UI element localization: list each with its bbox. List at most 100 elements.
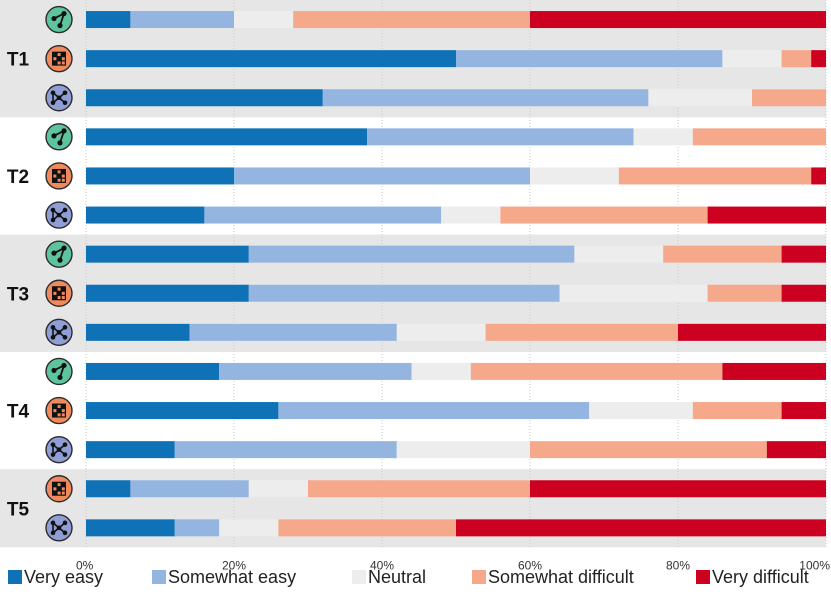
matrix-icon [45, 162, 73, 190]
bar-segment-t1-2-1 [86, 50, 456, 68]
group-bands [0, 0, 826, 548]
bars [86, 11, 826, 537]
task-label-t3: T3 [7, 284, 29, 305]
hybrid-graph-icon [45, 435, 73, 464]
bar-segment-t4-1-5 [722, 362, 826, 380]
bar-segment-t2-1-3 [633, 128, 693, 146]
bar-segment-t1-3-4 [752, 89, 826, 107]
legend: Very easy Somewhat easy Neutral Somewhat di… [8, 567, 809, 587]
bar-segment-t4-2-1 [86, 402, 279, 420]
bar-segment-t2-3-3 [441, 206, 501, 224]
bar-segment-t3-1-2 [248, 245, 575, 263]
bar-segment-t5-1-5 [530, 480, 826, 498]
bar-segment-t4-2-3 [589, 402, 693, 420]
bar-segment-t2-2-1 [86, 167, 234, 185]
node-link-icon [45, 240, 73, 268]
node-link-icon [45, 5, 73, 34]
bar-segment-t1-1-4 [293, 11, 530, 29]
bar-segment-t5-2-4 [278, 519, 456, 537]
bar-segment-t3-3-5 [678, 323, 826, 341]
bar-segment-t2-3-4 [500, 206, 708, 224]
bar-segment-t2-2-2 [234, 167, 530, 185]
legend-item-very-easy: Very easy [8, 567, 103, 587]
legend-swatch [152, 570, 166, 584]
task-labels: T1 T2 T3 T4 T5 [7, 50, 30, 521]
node-link-icon [45, 123, 73, 151]
bar-segment-t4-3-5 [766, 441, 826, 459]
matrix-icon [45, 396, 73, 425]
bar-segment-t1-2-2 [456, 50, 723, 68]
bar-segment-t3-1-3 [574, 245, 664, 263]
bar-segment-t1-3-2 [322, 89, 649, 107]
bar-segment-t4-3-2 [174, 441, 397, 459]
bar-segment-t4-2-4 [692, 402, 782, 420]
legend-swatch [696, 570, 710, 584]
bar-segment-t5-2-3 [219, 519, 279, 537]
legend-item-somewhat-difficult: Somewhat difficult [472, 567, 634, 587]
task-label-t1: T1 [7, 50, 30, 71]
bar-segment-t5-1-2 [130, 480, 249, 498]
bar-segment-t3-2-2 [248, 284, 560, 302]
legend-swatch [472, 570, 486, 584]
task-label-t4: T4 [7, 402, 30, 423]
bar-segment-t1-1-1 [86, 11, 131, 29]
bar-segment-t4-2-5 [781, 402, 826, 420]
bar-segment-t3-2-5 [781, 284, 826, 302]
bar-segment-t1-2-4 [781, 50, 812, 68]
bar-segment-t1-1-2 [130, 11, 234, 29]
bar-segment-t4-1-2 [219, 362, 412, 380]
bar-segment-t3-3-4 [485, 323, 678, 341]
matrix-icon [45, 279, 73, 307]
hybrid-graph-icon [45, 84, 73, 112]
bar-segment-t5-2-5 [456, 519, 826, 537]
bar-segment-t4-3-4 [530, 441, 767, 459]
hybrid-graph-icon [45, 514, 73, 542]
bar-segment-t3-2-3 [559, 284, 708, 302]
x-tick-label: 20% [222, 558, 246, 572]
bar-segment-t5-1-1 [86, 480, 131, 498]
bar-segment-t3-2-4 [707, 284, 782, 302]
bar-segment-t1-3-1 [86, 89, 323, 107]
bar-segment-t4-3-3 [396, 441, 530, 459]
bar-segment-t2-3-1 [86, 206, 205, 224]
bar-segment-t3-3-2 [189, 323, 397, 341]
bar-segment-t5-1-4 [308, 480, 530, 498]
x-tick-label: 40% [370, 558, 394, 572]
legend-item-neutral: Neutral [352, 567, 426, 587]
row-icons [45, 5, 73, 542]
legend-label: Somewhat difficult [488, 567, 634, 587]
bar-segment-t5-2-2 [174, 519, 220, 537]
bar-segment-t1-2-5 [811, 50, 826, 68]
x-tick-label: 0% [76, 558, 94, 572]
bar-segment-t2-2-4 [618, 167, 812, 185]
legend-item-somewhat-easy: Somewhat easy [152, 567, 296, 587]
bar-segment-t2-1-4 [692, 128, 826, 146]
x-tick-label: 60% [518, 558, 542, 572]
bar-segment-t4-1-3 [411, 362, 471, 380]
bar-segment-t4-3-1 [86, 441, 175, 459]
x-axis-ticks: 0% 20% 40% 60% 80% 100% [76, 558, 830, 572]
bar-segment-t1-1-5 [530, 11, 826, 29]
bar-segment-t2-3-2 [204, 206, 442, 224]
bar-segment-t2-2-5 [811, 167, 826, 185]
hybrid-graph-icon [45, 318, 73, 347]
matrix-icon [45, 475, 73, 503]
node-link-icon [45, 357, 73, 386]
legend-swatch [352, 570, 366, 584]
bar-segment-t3-3-1 [86, 323, 190, 341]
bar-segment-t4-2-2 [278, 402, 590, 420]
bar-segment-t3-3-3 [396, 323, 486, 341]
matrix-icon [45, 44, 73, 73]
bar-segment-t4-1-4 [470, 362, 723, 380]
hybrid-graph-icon [45, 201, 73, 229]
legend-label: Somewhat easy [168, 567, 296, 587]
task-label-t2: T2 [7, 167, 29, 188]
x-tick-label: 100% [799, 558, 830, 572]
bar-segment-t3-2-1 [86, 284, 249, 302]
bar-segment-t2-1-1 [86, 128, 368, 146]
legend-label: Neutral [368, 567, 426, 587]
bar-segment-t1-3-3 [648, 89, 752, 107]
bar-segment-t3-1-5 [781, 245, 826, 263]
bar-segment-t2-2-3 [530, 167, 619, 185]
